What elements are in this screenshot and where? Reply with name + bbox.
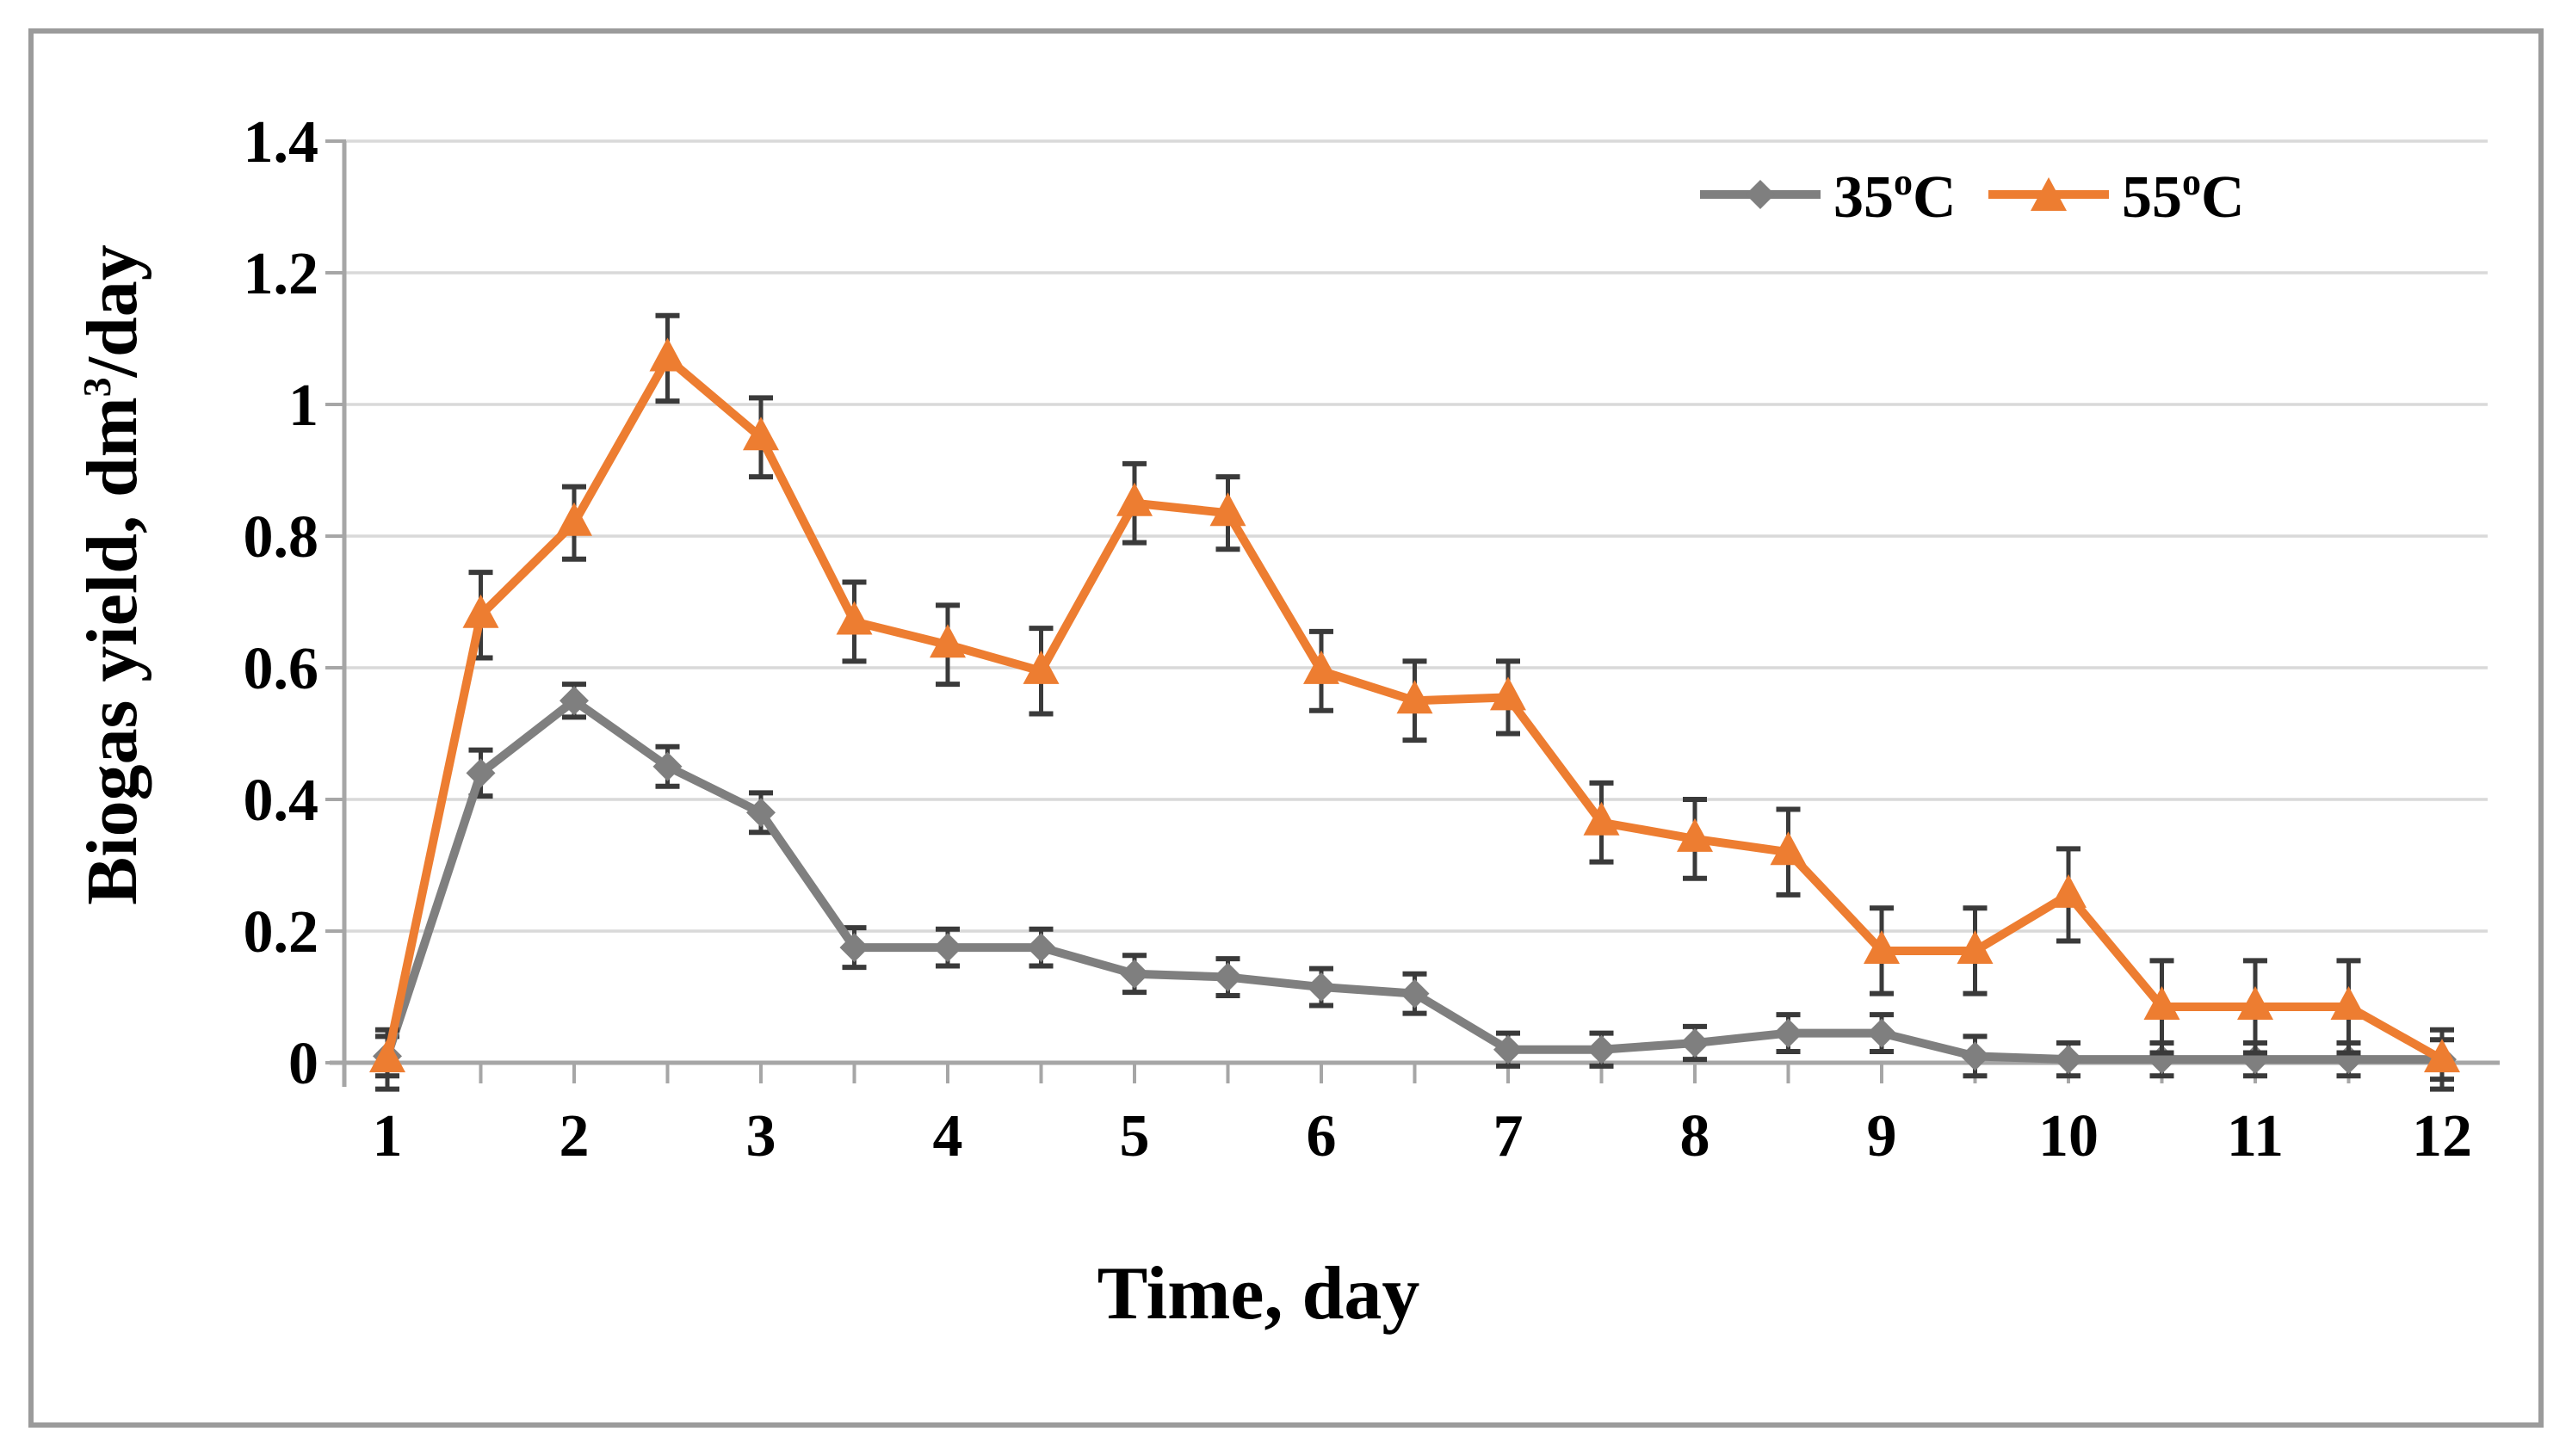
diamond-marker [1120,959,1149,989]
diamond-marker [1400,978,1430,1009]
triangle-marker [1116,482,1153,516]
triangle-marker [743,416,779,451]
diamond-marker [1586,1034,1617,1064]
legend: 35oC 55oC [1700,161,2245,231]
triangle-marker [1770,831,1807,866]
figure-border [28,28,2544,1428]
triangle-marker [369,1039,405,1073]
y-tick-label: 1 [288,373,318,439]
legend-item-55C: 55oC [1988,161,2245,231]
x-tick-label: 7 [1493,1103,1524,1169]
triangle-marker [1583,801,1620,836]
diamond-marker [1026,933,1056,963]
y-tick-label: 0.8 [244,504,319,571]
diamond-marker [839,933,869,963]
triangle-marker [1864,929,1900,964]
triangle-marker [649,337,686,372]
diamond-marker [1493,1034,1523,1064]
triangle-marker [2330,985,2367,1020]
series-35C [373,682,2457,1083]
triangle-marker [2031,177,2067,211]
x-tick-label: 1 [373,1103,403,1169]
triangle-marker [2424,1039,2460,1073]
y-tick-label: 1.2 [244,241,319,307]
triangle-marker [1396,680,1433,714]
diamond-marker [746,798,776,828]
diamond-marker [1213,962,1243,992]
diamond-marker [1867,1018,1896,1048]
x-tick-labels: 1 2 3 4 5 6 7 8 9 10 11 12 [373,1103,2473,1169]
diamond-marker [1307,972,1336,1003]
x-axis-title: Time, day [1097,1252,1420,1336]
y-tick-label: 0.4 [244,768,319,834]
triangle-marker [930,624,966,658]
diamond-marker [1680,1028,1710,1058]
x-tick-label: 4 [933,1103,963,1169]
y-tick-label: 1.4 [244,109,319,176]
legend-item-35C: 35oC [1700,161,1957,231]
x-tick-label: 9 [1867,1103,1897,1169]
markers-55C [369,337,2460,1073]
diamond-marker [466,758,496,788]
x-tick-label: 10 [2038,1103,2099,1169]
y-tick-label: 0 [288,1031,318,1097]
diamond-marker [652,751,683,781]
triangle-marker [462,594,499,628]
legend-label-55C: 55oC [2122,161,2245,231]
x-tick-label: 3 [746,1103,776,1169]
diamond-marker [560,686,589,716]
triangle-marker [1677,817,1713,852]
diamond-marker [2054,1045,2083,1075]
x-tick-label: 2 [560,1103,590,1169]
y-tick-label: 0.6 [244,636,319,702]
diamond-marker [1746,180,1775,209]
triangle-marker [2237,985,2273,1020]
triangle-marker [1490,676,1526,711]
triangle-marker [836,601,873,635]
y-tick-label: 0.2 [244,899,319,966]
diamond-marker [933,933,962,963]
x-tick-label: 11 [2227,1103,2284,1169]
x-tick-label: 8 [1680,1103,1710,1169]
triangle-marker [556,502,592,536]
markers-35C [373,686,2457,1075]
triangle-marker [1303,650,1339,684]
y-axis-title: Biogas yield, dm3/day [72,244,152,904]
x-tick-label: 12 [2412,1103,2472,1169]
y-tick-labels: 0 0.2 0.4 0.6 0.8 1 1.2 1.4 [244,109,319,1097]
x-tick-label: 5 [1120,1103,1150,1169]
diamond-marker [1773,1018,1803,1048]
x-tick-label: 6 [1307,1103,1337,1169]
triangle-marker [1209,492,1246,527]
series-55C [369,312,2460,1092]
triangle-marker [2050,873,2087,908]
triangle-marker [1023,650,1060,684]
diamond-marker [1960,1041,1990,1071]
triangle-marker [2143,985,2180,1020]
triangle-marker [1957,929,1994,964]
legend-label-35C: 35oC [1833,161,1957,231]
